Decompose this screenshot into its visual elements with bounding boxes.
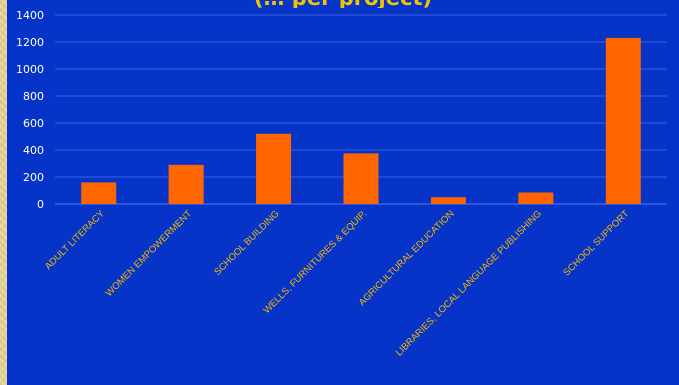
bar — [256, 133, 292, 204]
chart-title: (… per project) — [7, 0, 679, 8]
y-axis-ticks: 0 200 400 600 800 1000 1200 1400 — [16, 9, 44, 211]
y-tick-label: 800 — [23, 90, 44, 103]
y-tick-label: 1200 — [16, 36, 44, 49]
gridlines — [55, 14, 667, 205]
chart-title-clip: (… per project) — [7, 0, 679, 8]
bar — [430, 197, 466, 204]
x-category-label: LIBRARIES, LOCAL LANGUAGE PUBLISHING — [394, 208, 544, 358]
x-category-label: WELLS, FURNITURES & EQUIP. — [261, 208, 369, 316]
x-category-label: SCHOOL SUPPORT — [561, 208, 631, 278]
y-tick-label: 400 — [23, 144, 44, 157]
chart-panel — [7, 0, 679, 385]
x-category-label: ADULT LITERACY — [43, 208, 107, 272]
y-tick-label: 1000 — [16, 63, 44, 76]
y-tick-label: 600 — [23, 117, 44, 130]
y-tick-label: 200 — [23, 171, 44, 184]
bar — [343, 153, 379, 204]
bar — [168, 164, 204, 204]
y-tick-label: 1400 — [16, 9, 44, 22]
bars — [81, 37, 641, 205]
bar — [518, 192, 554, 204]
x-category-label: SCHOOL BUILDING — [212, 208, 281, 277]
y-tick-label: 0 — [37, 198, 44, 211]
x-category-label: WOMEN EMPOWERMENT — [104, 208, 195, 299]
x-category-label: AGRICULTURAL EDUCATION — [357, 208, 457, 308]
bar — [81, 182, 117, 204]
bar — [605, 37, 641, 205]
